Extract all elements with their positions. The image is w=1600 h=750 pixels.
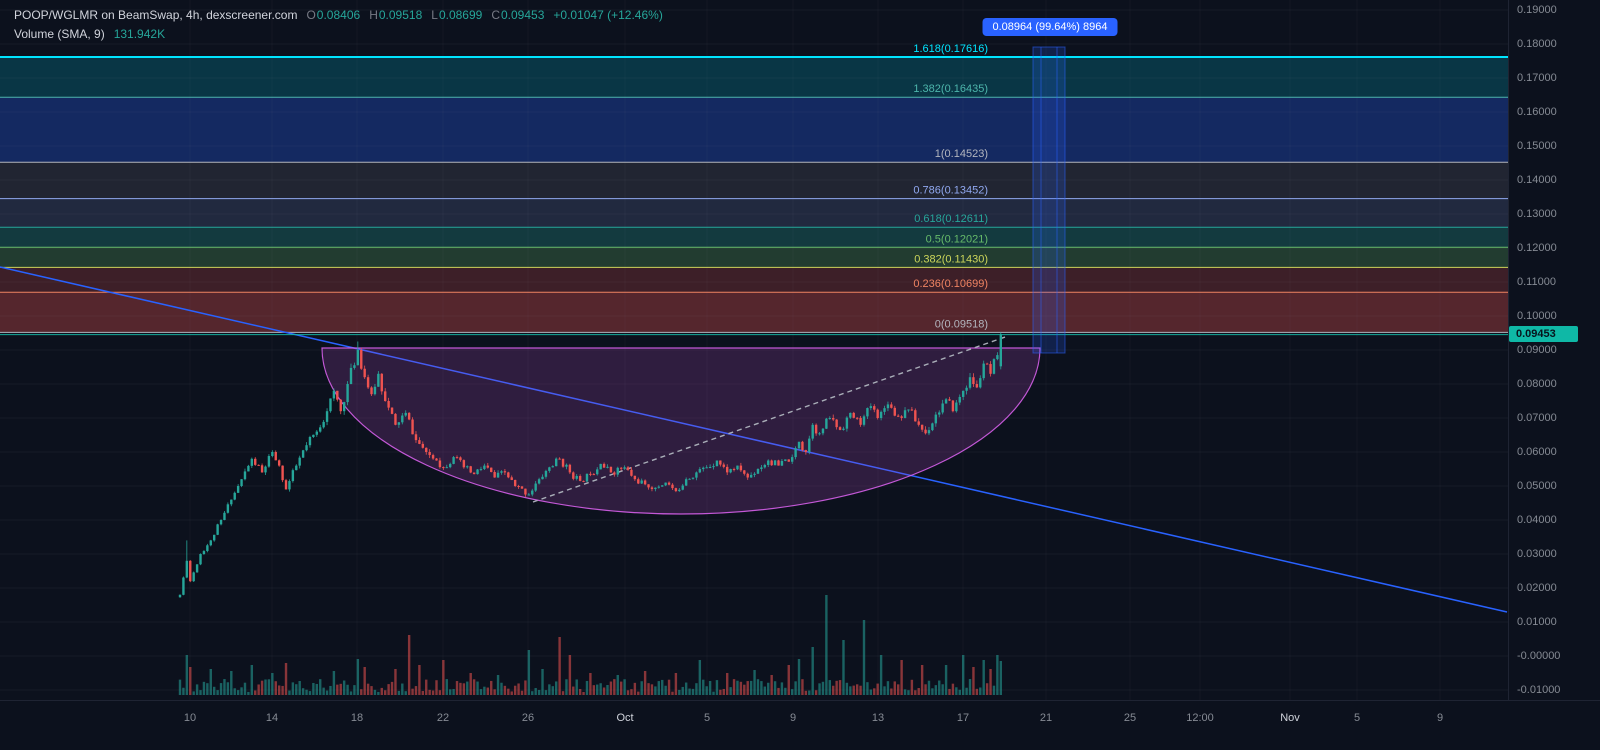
time-axis[interactable]: 10 14 18 22 26 Oct 5 9 13 17 21 25 12:00 Nov 5 9 [0, 700, 1600, 750]
time-axis-label: 10 [183, 712, 197, 724]
price-axis-label: 0.12000 [1517, 242, 1557, 254]
fib-label-0.786: 0.786(0.13452) [913, 185, 988, 197]
price-axis-label: 0.15000 [1517, 140, 1557, 152]
ohlc-close: C 0.09453 [491, 8, 545, 22]
time-axis-label: 13 [871, 712, 885, 724]
time-axis-label: Oct [616, 712, 634, 724]
breakout-dashed-line[interactable] [532, 335, 1009, 503]
time-axis-label: 5 [1353, 712, 1361, 724]
price-axis-label: 0.16000 [1517, 106, 1557, 118]
fib-label-1.618: 1.618(0.17616) [913, 43, 988, 55]
price-change: +0.01047 (+12.46%) [553, 8, 663, 22]
volume-series [178, 595, 1002, 695]
price-axis-label: 0.05000 [1517, 480, 1557, 492]
fib-label-0.236: 0.236(0.10699) [913, 278, 988, 290]
price-axis-label: 0.14000 [1517, 174, 1557, 186]
volume-value: 131.942K [113, 27, 166, 41]
last-price-tag: 0.09453 [1509, 325, 1578, 342]
time-axis-label: 22 [436, 712, 450, 724]
fib-label-0.618: 0.618(0.12611) [914, 213, 988, 225]
time-axis-label: Nov [1280, 712, 1300, 724]
price-axis-label: 0.19000 [1517, 4, 1557, 16]
descending-trendline[interactable] [0, 266, 1508, 613]
time-axis-label: 25 [1123, 712, 1137, 724]
time-axis-label: 14 [265, 712, 279, 724]
ohlc-high: H 0.09518 [369, 8, 423, 22]
price-axis-label: 0.13000 [1517, 208, 1557, 220]
fib-label-1.382: 1.382(0.16435) [913, 83, 988, 95]
grid-lines [0, 0, 1508, 700]
time-axis-label: 26 [521, 712, 535, 724]
fib-label-0.382: 0.382(0.11430) [914, 253, 988, 265]
candles-series [178, 332, 1002, 598]
time-axis-label: 5 [703, 712, 711, 724]
fib-bands [0, 57, 1508, 333]
time-axis-label: 21 [1039, 712, 1053, 724]
price-axis-label: 0.17000 [1517, 72, 1557, 84]
time-axis-label: 17 [956, 712, 970, 724]
price-axis-label: 0.11000 [1517, 276, 1556, 288]
fib-levels[interactable]: 1.618(0.17616) 1.382(0.16435) 1(0.14523) 0.… [0, 43, 1508, 333]
volume-legend: Volume (SMA, 9) 131.942K [14, 27, 165, 41]
symbol-title[interactable]: POOP/WGLMR on BeamSwap, 4h, dexscreener.… [14, 8, 298, 22]
measure-tooltip: 0.08964 (99.64%) 8964 [982, 18, 1118, 36]
price-axis-label: 0.02000 [1517, 582, 1557, 594]
volume-study-label[interactable]: Volume (SMA, 9) [14, 27, 105, 41]
price-axis-label: 0.07000 [1517, 412, 1557, 424]
price-chart-canvas[interactable]: 1.618(0.17616) 1.382(0.16435) 1(0.14523) 0.… [0, 0, 1508, 700]
price-axis-label: 0.06000 [1517, 446, 1557, 458]
price-axis-label: -0.00000 [1517, 650, 1561, 662]
ohlc-low: L 0.08699 [431, 8, 483, 22]
price-axis-label: 0.04000 [1517, 514, 1557, 526]
price-axis-label: -0.01000 [1517, 684, 1561, 696]
price-axis-label: 0.03000 [1517, 548, 1557, 560]
time-axis-label: 12:00 [1186, 712, 1214, 724]
symbol-legend: POOP/WGLMR on BeamSwap, 4h, dexscreener.… [14, 8, 663, 22]
time-axis-label: 9 [1436, 712, 1444, 724]
price-axis-label: 0.09000 [1517, 344, 1557, 356]
fib-label-0: 0(0.09518) [935, 318, 988, 330]
time-axis-label: 9 [789, 712, 797, 724]
fib-label-0.5: 0.5(0.12021) [926, 233, 988, 245]
time-axis-label: 18 [350, 712, 364, 724]
fib-label-1: 1(0.14523) [935, 148, 988, 160]
price-axis-label: 0.08000 [1517, 378, 1557, 390]
price-axis[interactable]: 0.19000 0.18000 0.17000 0.16000 0.15000 0.140… [1508, 0, 1600, 700]
price-axis-label: 0.18000 [1517, 38, 1557, 50]
ohlc-open: O 0.08406 [306, 8, 361, 22]
price-axis-label: 0.10000 [1517, 310, 1557, 322]
measure-box[interactable] [1032, 46, 1066, 354]
price-axis-label: 0.01000 [1517, 616, 1557, 628]
